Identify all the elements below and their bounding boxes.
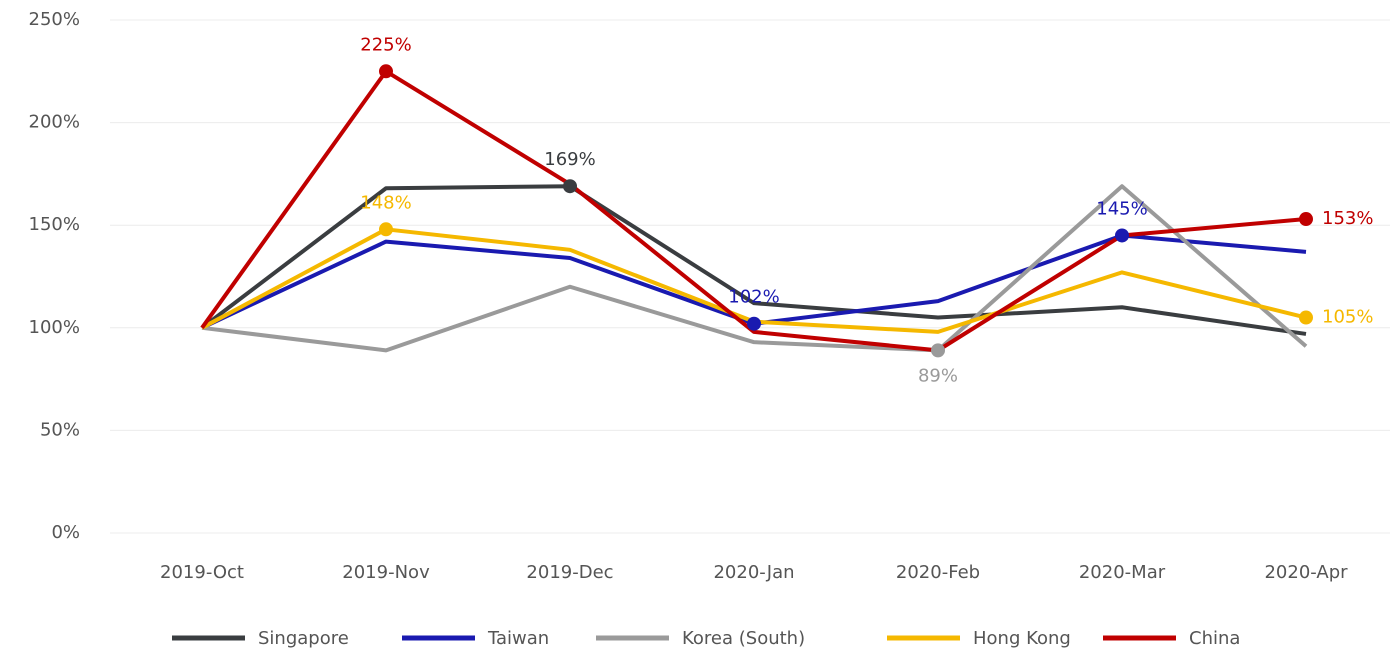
x-tick-label: 2019-Oct bbox=[160, 562, 244, 583]
x-tick-label: 2019-Dec bbox=[526, 562, 613, 583]
series-line bbox=[201, 227, 1307, 334]
point-marker bbox=[931, 343, 945, 358]
point-marker bbox=[1299, 310, 1313, 325]
data-label: 105% bbox=[1322, 307, 1373, 328]
y-tick-label: 150% bbox=[29, 214, 80, 235]
x-tick-label: 2020-Apr bbox=[1264, 562, 1348, 583]
x-tick-label: 2020-Feb bbox=[896, 562, 980, 583]
legend-label: Taiwan bbox=[487, 628, 549, 649]
data-label: 145% bbox=[1096, 198, 1147, 219]
x-tick-label: 2020-Mar bbox=[1079, 562, 1166, 583]
series-line bbox=[200, 184, 1307, 336]
x-tick-label: 2019-Nov bbox=[342, 562, 430, 583]
data-label: 89% bbox=[918, 365, 958, 386]
y-tick-label: 50% bbox=[40, 419, 80, 440]
x-tick-label: 2020-Jan bbox=[713, 562, 794, 583]
data-label: 148% bbox=[360, 192, 411, 213]
point-marker bbox=[379, 222, 393, 237]
data-label: 102% bbox=[728, 287, 779, 308]
legend-label: China bbox=[1189, 628, 1240, 649]
legend-label: Singapore bbox=[258, 628, 349, 649]
point-marker bbox=[747, 316, 761, 331]
data-label: 225% bbox=[360, 34, 411, 55]
y-tick-label: 100% bbox=[29, 317, 80, 338]
series-line bbox=[201, 184, 1308, 353]
series-line bbox=[201, 233, 1307, 330]
point-marker bbox=[379, 64, 393, 79]
legend-label: Hong Kong bbox=[973, 628, 1071, 649]
point-marker bbox=[563, 179, 577, 194]
y-tick-label: 200% bbox=[29, 112, 80, 133]
point-marker bbox=[1299, 212, 1313, 227]
data-label: 153% bbox=[1322, 208, 1373, 229]
y-tick-label: 0% bbox=[51, 522, 80, 543]
legend-label: Korea (South) bbox=[682, 628, 805, 649]
data-label: 169% bbox=[544, 149, 595, 170]
y-tick-label: 250% bbox=[29, 9, 80, 30]
point-marker bbox=[1115, 228, 1129, 243]
